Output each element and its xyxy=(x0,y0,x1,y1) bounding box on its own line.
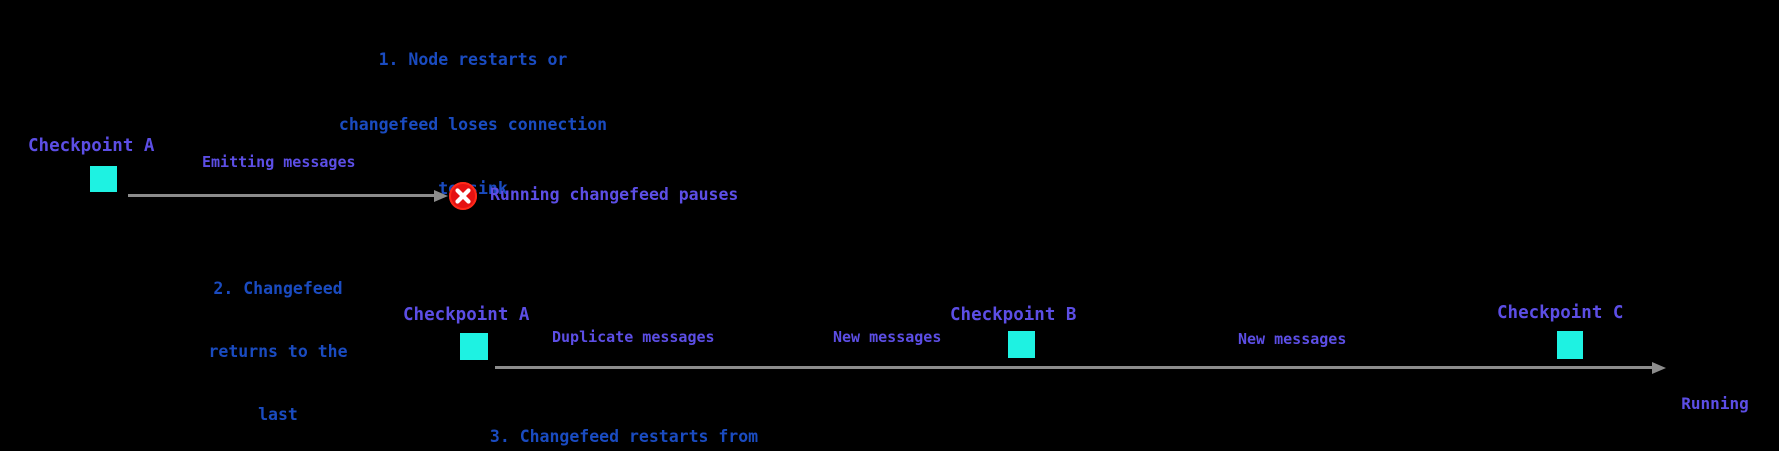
note-2-returns-to-checkpoint: 2. Changefeed returns to the last checkp… xyxy=(168,236,388,451)
note-2-line-3: last xyxy=(258,405,298,424)
emitting-messages-label: Emitting messages xyxy=(202,153,356,171)
note-2-line-1: 2. Changefeed xyxy=(213,279,343,298)
checkpoint-a-marker-bottom xyxy=(460,333,488,360)
resume-label-line-1: Running xyxy=(1681,394,1749,413)
running-changefeed-pauses-label: Running changefeed pauses xyxy=(490,185,739,204)
new-messages-label-1: New messages xyxy=(833,328,942,346)
timeline-2-arrowhead-icon xyxy=(1652,361,1666,374)
timeline-1-arrow-shaft xyxy=(128,194,438,197)
note-1-line-1: 1. Node restarts or xyxy=(378,50,568,69)
duplicate-messages-label: Duplicate messages xyxy=(552,328,715,346)
timeline-1-arrowhead-icon xyxy=(434,189,448,202)
timeline-2-arrow-shaft xyxy=(495,366,1653,369)
checkpoint-a-label-bottom: Checkpoint A xyxy=(403,305,530,325)
note-1-node-restarts: 1. Node restarts or changefeed loses con… xyxy=(318,6,628,243)
note-3-line-1: 3. Changefeed restarts from xyxy=(489,427,759,446)
pause-error-icon xyxy=(448,181,478,215)
running-changefeed-resumes-label: Running changefeed resumes xyxy=(1653,349,1777,451)
checkpoint-b-marker xyxy=(1008,331,1035,358)
note-3-restarts-from-checkpoint: 3. Changefeed restarts from last checkpo… xyxy=(469,383,779,451)
checkpoint-b-label: Checkpoint B xyxy=(950,305,1077,325)
checkpoint-c-marker xyxy=(1557,331,1583,359)
checkpoint-a-marker-top xyxy=(90,166,117,192)
checkpoint-c-label: Checkpoint C xyxy=(1497,303,1624,323)
note-2-line-2: returns to the xyxy=(208,342,348,361)
checkpoint-a-label-top: Checkpoint A xyxy=(28,136,155,156)
note-1-line-2: changefeed loses connection xyxy=(338,114,608,134)
new-messages-label-2: New messages xyxy=(1238,330,1347,348)
